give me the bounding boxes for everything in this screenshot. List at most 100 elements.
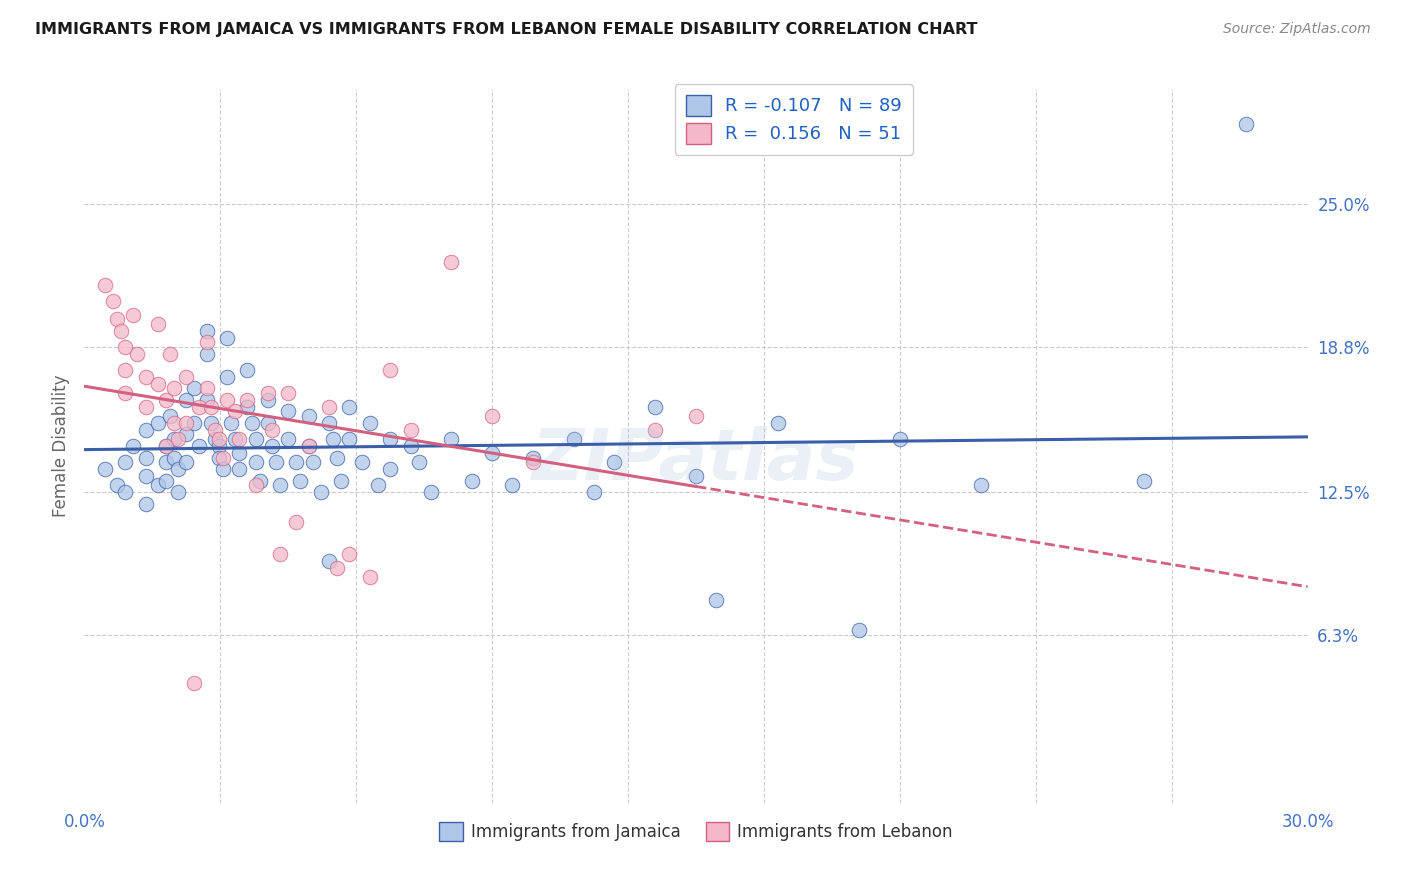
Point [240,416,263,430]
Text: IMMIGRANTS FROM JAMAICA VS IMMIGRANTS FROM LEBANON FEMALE DISABILITY CORRELATION: IMMIGRANTS FROM JAMAICA VS IMMIGRANTS FR… [35,22,977,37]
Point [249,474,271,488]
Point [208,439,231,453]
Point [167,485,190,500]
Point [522,450,544,465]
Point [339,400,361,414]
Point [183,676,205,690]
Point [277,386,299,401]
Point [167,432,190,446]
Point [257,416,280,430]
Point [269,547,291,561]
Point [155,392,177,407]
Point [380,363,402,377]
Point [245,478,267,492]
Point [461,474,484,488]
Point [200,416,222,430]
Point [146,478,169,492]
Point [200,400,222,414]
Point [440,255,463,269]
Point [339,547,361,561]
Point [174,392,197,407]
Point [245,455,267,469]
Point [298,409,321,423]
Point [309,485,332,500]
Point [685,409,707,423]
Point [105,312,128,326]
Point [970,478,993,492]
Point [236,392,259,407]
Point [408,455,430,469]
Point [217,331,239,345]
Point [167,462,190,476]
Y-axis label: Female Disability: Female Disability [52,375,70,517]
Point [359,416,381,430]
Point [380,432,402,446]
Point [93,277,115,292]
Point [183,416,205,430]
Point [260,423,283,437]
Point [122,308,145,322]
Point [481,446,503,460]
Point [122,439,145,453]
Point [224,432,246,446]
Point [380,462,402,476]
Point [208,450,231,465]
Point [245,432,267,446]
Point [212,450,235,465]
Point [481,409,503,423]
Point [889,432,911,446]
Point [217,392,239,407]
Text: Source: ZipAtlas.com: Source: ZipAtlas.com [1223,22,1371,37]
Point [163,432,186,446]
Point [155,439,177,453]
Point [163,416,186,430]
Point [257,392,280,407]
Point [228,462,250,476]
Point [399,423,422,437]
Point [135,497,157,511]
Point [644,400,666,414]
Point [359,570,381,584]
Point [330,474,353,488]
Point [322,432,344,446]
Point [146,376,169,391]
Point [114,363,136,377]
Point [212,462,235,476]
Point [285,455,308,469]
Point [420,485,443,500]
Point [155,439,177,453]
Point [135,469,157,483]
Point [146,416,169,430]
Point [135,370,157,384]
Point [101,293,124,308]
Point [155,455,177,469]
Point [93,462,115,476]
Point [277,432,299,446]
Point [236,400,259,414]
Point [208,432,231,446]
Point [183,381,205,395]
Point [204,432,226,446]
Point [350,455,373,469]
Point [174,427,197,442]
Point [224,404,246,418]
Point [644,423,666,437]
Point [367,478,389,492]
Point [522,455,544,469]
Point [562,432,585,446]
Point [159,347,181,361]
Point [706,593,728,607]
Point [174,370,197,384]
Point [195,381,218,395]
Point [298,439,321,453]
Point [502,478,524,492]
Point [583,485,606,500]
Point [848,623,870,637]
Point [228,446,250,460]
Point [318,416,340,430]
Point [236,363,259,377]
Point [603,455,626,469]
Point [228,432,250,446]
Point [155,474,177,488]
Point [264,455,287,469]
